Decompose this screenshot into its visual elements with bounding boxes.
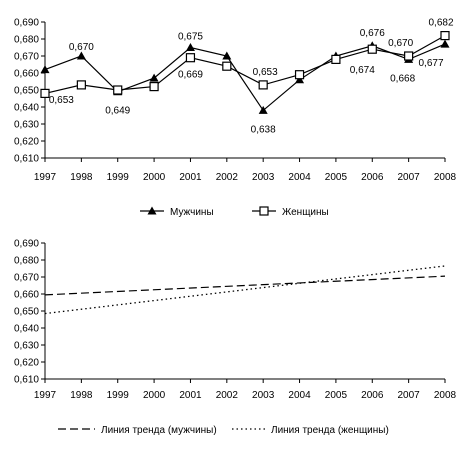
y-tick-label: 0,610 <box>14 375 39 386</box>
x-tick-label: 2000 <box>143 172 166 183</box>
x-tick-label: 1997 <box>34 390 57 401</box>
data-point-square <box>440 31 450 41</box>
legend-label-trend-women: Линия тренда (женщины) <box>271 425 389 436</box>
data-point-square <box>76 80 86 90</box>
y-tick-label: 0,650 <box>14 86 39 97</box>
x-tick-label: 2003 <box>252 390 275 401</box>
y-tick-label: 0,620 <box>14 358 39 369</box>
data-point-triangle <box>76 51 86 60</box>
x-tick-label: 2003 <box>252 172 275 183</box>
data-label: 0,676 <box>360 28 385 39</box>
chart-2: 0,610 0,620 0,630 0,640 0,650 0,660 0,670 0,680… <box>14 239 457 437</box>
legend-label-men: Мужчины <box>170 207 214 218</box>
trend-line-1 <box>44 275 446 296</box>
legend-label-trend-men: Линия тренда (мужчины) <box>101 425 217 436</box>
data-point-square <box>331 54 341 65</box>
x-tick-label: 2002 <box>216 172 239 183</box>
y-tick-label: 0,660 <box>14 69 39 80</box>
data-point-square <box>294 70 305 80</box>
data-label: 0,668 <box>390 73 415 84</box>
x-tick-label: 2007 <box>398 390 421 401</box>
data-point-square <box>149 81 159 92</box>
x-tick-label: 2001 <box>179 172 202 183</box>
data-label: 0,669 <box>178 70 203 81</box>
y-tick-label: 0,640 <box>14 103 39 114</box>
data-point-square <box>113 85 123 95</box>
data-label: 0,653 <box>49 95 74 106</box>
data-point-triangle <box>149 73 159 82</box>
y-tick-label: 0,690 <box>14 239 39 250</box>
data-point-triangle <box>440 39 450 48</box>
data-point-square <box>367 44 377 54</box>
y-tick-label: 0,630 <box>14 120 39 131</box>
data-point-triangle <box>295 75 305 84</box>
data-label: 0,670 <box>388 38 413 49</box>
trend-line-2 <box>44 265 446 315</box>
x-tick-label: 2005 <box>325 390 348 401</box>
x-tick-label: 2008 <box>434 390 457 401</box>
y-tick-label: 0,620 <box>14 137 39 148</box>
y-tick-label: 0,670 <box>14 273 39 284</box>
y-tick-label: 0,690 <box>14 18 39 29</box>
data-point-square <box>222 61 232 71</box>
data-point-triangle <box>258 105 268 114</box>
data-point-square <box>40 88 50 99</box>
series-line-1 <box>44 43 446 112</box>
data-label: 0,649 <box>105 106 130 117</box>
y-tick-label: 0,640 <box>14 324 39 335</box>
x-tick-label: 1997 <box>34 172 57 183</box>
legend-label-women: Женщины <box>282 207 329 218</box>
data-label: 0,638 <box>251 124 276 135</box>
data-point-square <box>404 51 414 61</box>
data-label: 0,675 <box>178 32 203 43</box>
data-point-square <box>258 80 268 90</box>
data-point-triangle <box>185 43 195 51</box>
data-point-triangle <box>40 65 50 74</box>
data-label: 0,670 <box>69 42 94 53</box>
y-tick-label: 0,650 <box>14 307 39 318</box>
legend-marker-triangle <box>147 206 157 215</box>
x-tick-label: 2002 <box>216 390 239 401</box>
x-tick-label: 2000 <box>143 390 166 401</box>
x-tick-label: 2001 <box>179 390 202 401</box>
x-tick-label: 2006 <box>361 172 384 183</box>
data-point-square <box>185 53 196 63</box>
data-label: 0,677 <box>418 58 443 69</box>
series-line-2 <box>44 35 446 94</box>
x-tick-label: 2007 <box>398 172 421 183</box>
x-tick-label: 2008 <box>434 172 457 183</box>
data-label: 0,653 <box>253 67 278 78</box>
x-tick-label: 2004 <box>288 390 311 401</box>
y-tick-label: 0,680 <box>14 256 39 267</box>
x-tick-label: 2005 <box>325 172 348 183</box>
chart-1: 0,610 0,620 0,630 0,640 0,650 0,660 0,670 0,680… <box>14 18 457 219</box>
y-tick-label: 0,670 <box>14 52 39 63</box>
x-tick-label: 1998 <box>70 172 93 183</box>
data-point-triangle <box>222 51 232 60</box>
y-tick-label: 0,630 <box>14 341 39 352</box>
legend-marker-square <box>259 206 269 216</box>
y-tick-label: 0,680 <box>14 35 39 46</box>
y-tick-label: 0,660 <box>14 290 39 301</box>
data-label: 0,674 <box>350 65 375 76</box>
data-label: 0,682 <box>428 18 453 29</box>
x-tick-label: 1998 <box>70 390 93 401</box>
x-tick-label: 2004 <box>288 172 311 183</box>
y-tick-label: 0,610 <box>14 154 39 165</box>
x-tick-label: 2006 <box>361 390 384 401</box>
x-tick-label: 1999 <box>107 390 130 401</box>
x-tick-label: 1999 <box>107 172 130 183</box>
